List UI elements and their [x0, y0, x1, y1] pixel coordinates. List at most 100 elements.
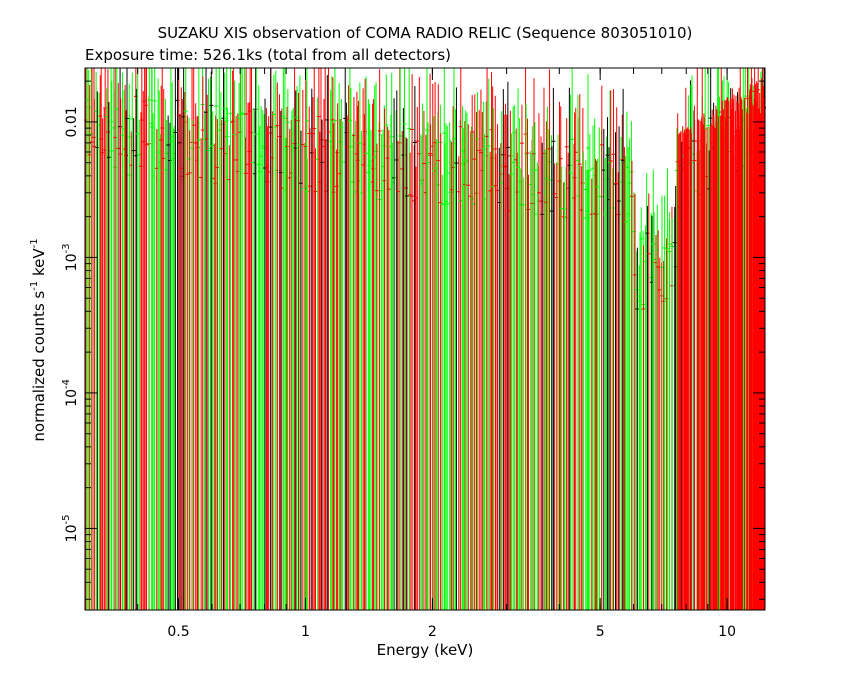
data-point	[195, 116, 200, 610]
data-point	[398, 68, 403, 610]
data-point	[512, 105, 517, 610]
data-point	[228, 68, 233, 610]
data-point	[667, 212, 672, 610]
data-point	[118, 68, 123, 610]
data-point	[254, 68, 259, 610]
data-point	[637, 265, 642, 610]
data-point	[275, 82, 280, 610]
data-point	[344, 102, 349, 610]
data-point	[307, 128, 312, 610]
data-point	[466, 124, 471, 610]
data-point	[458, 120, 463, 610]
data-point	[580, 107, 585, 610]
data-point	[326, 68, 331, 610]
data-point	[125, 68, 130, 610]
plot-frame	[84, 67, 766, 611]
data-point	[316, 68, 321, 610]
data-point	[610, 167, 615, 610]
data-point	[611, 89, 616, 610]
y-axis-label: normalized counts s-1 keV-1	[29, 238, 48, 441]
data-point	[523, 68, 528, 610]
data-point	[323, 68, 328, 610]
data-point	[526, 174, 531, 610]
data-point	[634, 251, 639, 610]
data-point	[454, 87, 459, 610]
x-tick-label: 2	[428, 624, 437, 640]
data-point	[298, 130, 303, 610]
data-point	[599, 85, 604, 610]
data-point	[89, 68, 94, 610]
data-point	[377, 69, 382, 610]
data-point	[564, 118, 569, 610]
data-point	[206, 78, 211, 610]
data-point	[384, 74, 389, 610]
data-point	[271, 74, 276, 610]
data-point	[285, 106, 290, 610]
data-point	[616, 172, 621, 610]
x-tick-label: 5	[596, 624, 605, 640]
data-point	[674, 128, 679, 610]
data-point	[447, 122, 452, 610]
data-point	[536, 113, 541, 610]
data-point	[143, 68, 148, 610]
data-point	[312, 68, 317, 610]
data-point	[364, 76, 369, 610]
data-point	[592, 118, 597, 610]
data-point	[608, 90, 613, 610]
x-tick-label: 0.5	[167, 624, 189, 640]
data-point	[649, 212, 654, 610]
data-point	[355, 105, 360, 610]
data-point	[662, 195, 667, 610]
x-tick-label: 1	[301, 624, 310, 640]
data-points-layer	[83, 68, 767, 610]
data-point	[521, 177, 526, 610]
data-point	[404, 138, 409, 610]
data-point	[377, 121, 382, 610]
data-point	[651, 169, 656, 610]
data-point	[90, 68, 95, 610]
data-point	[428, 124, 433, 610]
data-point	[106, 102, 111, 610]
data-point	[426, 122, 431, 610]
data-point	[639, 207, 644, 610]
data-point	[646, 193, 651, 610]
y-tick-label: 10-5	[61, 515, 80, 543]
chart-title: SUZAKU XIS observation of COMA RADIO REL…	[158, 24, 693, 42]
data-point	[95, 91, 100, 610]
data-point	[374, 143, 379, 610]
data-point	[558, 106, 563, 610]
data-point	[505, 81, 510, 610]
data-point	[617, 126, 622, 610]
data-point	[547, 69, 552, 610]
data-point	[428, 73, 433, 610]
data-point	[152, 68, 157, 610]
data-point	[109, 68, 114, 610]
data-point	[587, 134, 592, 610]
data-point	[608, 90, 613, 610]
data-point	[166, 115, 171, 610]
data-point	[706, 68, 711, 610]
data-point	[196, 68, 201, 610]
data-point	[330, 77, 335, 610]
data-point	[209, 71, 214, 610]
axis-ticks: 0.5 1 2 5 10 10-5 10-4 10-3 0.01	[61, 68, 765, 640]
data-point	[665, 168, 670, 610]
data-point	[109, 80, 114, 610]
data-point	[581, 151, 586, 610]
data-point	[394, 110, 399, 610]
data-point	[635, 247, 640, 610]
data-point	[493, 95, 498, 610]
data-point	[525, 118, 530, 610]
data-point	[412, 86, 417, 610]
data-point	[285, 89, 290, 610]
data-point	[305, 158, 310, 610]
data-point	[652, 212, 657, 610]
data-point	[266, 116, 271, 610]
data-point	[501, 89, 506, 610]
data-point	[144, 68, 149, 610]
data-point	[240, 68, 245, 610]
data-point	[230, 70, 235, 610]
data-point	[641, 245, 646, 610]
data-point	[307, 106, 312, 610]
